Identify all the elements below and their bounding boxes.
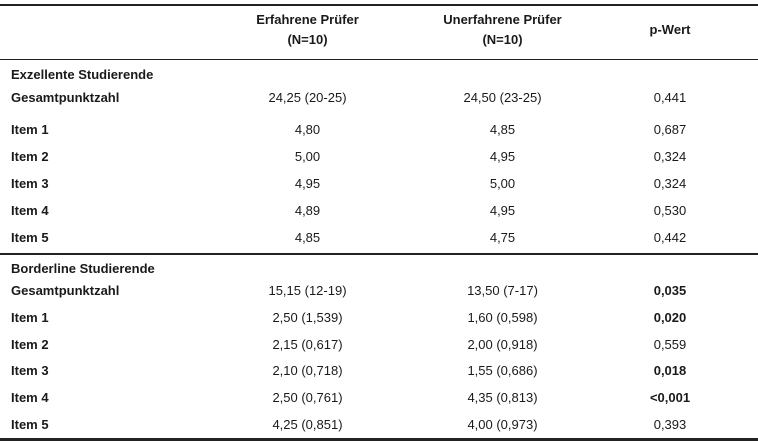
table-row: Item 5 4,85 4,75 0,442 — [11, 230, 687, 245]
table-row: Item 1 4,80 4,85 0,687 — [11, 122, 687, 137]
header-p-value: p-Wert — [649, 22, 691, 37]
table-row: Item 3 2,10 (0,718) 1,55 (0,686) 0,018 — [11, 363, 687, 378]
table-row: Item 3 4,95 5,00 0,324 — [11, 176, 687, 191]
section-divider-rule — [0, 253, 758, 255]
header-inexperienced-examiners: Unerfahrene Prüfer (N=10) — [443, 12, 562, 47]
table-row: Item 2 2,15 (0,617) 2,00 (0,918) 0,559 — [11, 337, 687, 352]
table-row: Item 4 2,50 (0,761) 4,35 (0,813) <0,001 — [11, 390, 691, 405]
table-row: Item 4 4,89 4,95 0,530 — [11, 203, 687, 218]
table-row: Item 2 5,00 4,95 0,324 — [11, 149, 687, 164]
table-row: Gesamtpunktzahl 15,15 (12-19) 13,50 (7-1… — [11, 283, 687, 298]
section-title: Borderline Studierende — [11, 261, 155, 276]
header-rule — [0, 59, 758, 60]
table-row: Gesamtpunktzahl 24,25 (20-25) 24,50 (23-… — [11, 90, 687, 105]
section-title: Exzellente Studierende — [11, 67, 154, 82]
header-experienced-examiners: Erfahrene Prüfer (N=10) — [256, 12, 359, 47]
table-top-rule — [0, 4, 758, 6]
table-row: Item 5 4,25 (0,851) 4,00 (0,973) 0,393 — [11, 417, 687, 432]
table-row: Item 1 2,50 (1,539) 1,60 (0,598) 0,020 — [11, 310, 687, 325]
table-bottom-rule — [0, 438, 758, 441]
